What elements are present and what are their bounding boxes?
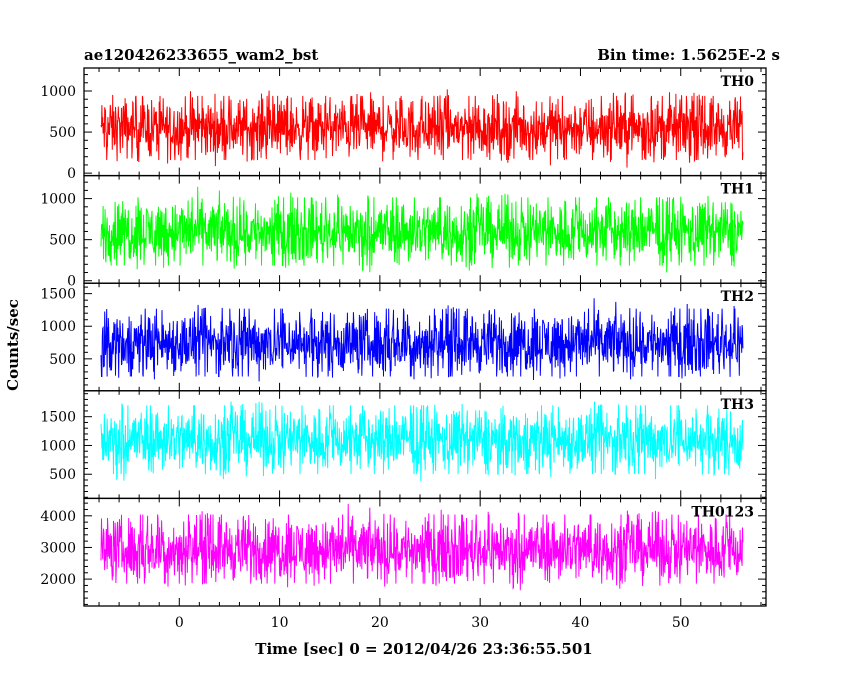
panels-group: 0 500 1000 TH0 0 500 1000 TH1 500 1000 1500 TH2 500 1… (40, 67, 767, 607)
panel-th3: 500 1000 1500 TH3 (40, 390, 767, 500)
y-tick-label: 1000 (40, 84, 76, 100)
y-tick-label: 0 (67, 166, 76, 182)
series-th1-trace (100, 186, 744, 273)
x-tick-label: 20 (371, 615, 389, 631)
y-tick-label: 1000 (40, 438, 76, 454)
panel-label-th1: TH1 (721, 182, 754, 198)
y-tick-label: 1000 (40, 319, 76, 335)
series-th2-trace (100, 298, 744, 382)
panel-label-th3: TH3 (721, 397, 754, 413)
x-tick-label: 10 (271, 615, 289, 631)
x-tick-labels: 0 10 20 30 40 50 (175, 615, 690, 631)
y-tick-label: 1500 (40, 410, 76, 426)
y-tick-label: 0 (67, 274, 76, 290)
series-th3-trace (100, 401, 744, 482)
panel-label-th0: TH0 (721, 74, 755, 90)
panel-frame (83, 497, 767, 607)
x-axis-label: Time [sec] 0 = 2012/04/26 23:36:55.501 (255, 640, 592, 658)
panel-label-th0123: TH0123 (691, 504, 754, 520)
panel-th2: 500 1000 1500 TH2 (40, 282, 767, 392)
y-tick-label: 2000 (40, 572, 76, 588)
series-th0-trace (100, 89, 744, 168)
y-tick-label: 3000 (40, 540, 76, 556)
y-tick-label: 4000 (40, 509, 76, 525)
chart-title-right: Bin time: 1.5625E-2 s (597, 46, 780, 64)
x-tick-label: 40 (572, 615, 590, 631)
panel-th0: 0 500 1000 TH0 (40, 67, 767, 182)
panel-th0123: 2000 3000 4000 TH0123 (40, 497, 767, 607)
y-tick-label: 500 (49, 125, 76, 141)
y-tick-label: 500 (49, 467, 76, 483)
y-tick-label: 500 (49, 352, 76, 368)
series-th0123-trace (100, 503, 744, 591)
y-tick-label: 1500 (40, 287, 76, 303)
panel-label-th2: TH2 (721, 289, 754, 305)
chart-title-left: ae120426233655_wam2_bst (84, 46, 318, 64)
y-tick-label: 500 (49, 233, 76, 249)
x-tick-label: 30 (471, 615, 489, 631)
y-axis-label: Counts/sec (4, 299, 22, 391)
x-tick-label: 50 (672, 615, 690, 631)
panel-th1: 0 500 1000 TH1 (40, 174, 767, 290)
y-tick-label: 1000 (40, 192, 76, 208)
x-tick-label: 0 (175, 615, 184, 631)
